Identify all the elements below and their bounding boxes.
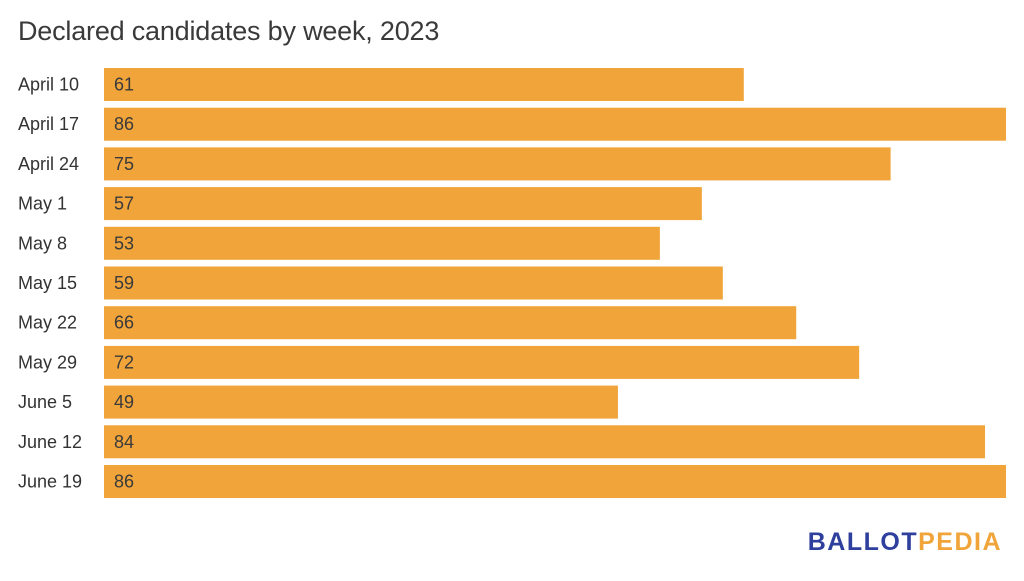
data-label: 86 bbox=[114, 114, 134, 134]
category-label: May 8 bbox=[18, 233, 67, 253]
category-label: May 1 bbox=[18, 194, 67, 214]
data-label: 75 bbox=[114, 154, 134, 174]
data-label: 59 bbox=[114, 273, 134, 293]
bar bbox=[104, 266, 723, 300]
chart-title: Declared candidates by week, 2023 bbox=[18, 16, 440, 46]
bar bbox=[104, 187, 702, 221]
category-label: June 12 bbox=[18, 432, 82, 452]
bar bbox=[104, 385, 618, 419]
category-label: May 15 bbox=[18, 273, 77, 293]
data-label: 57 bbox=[114, 194, 134, 214]
logo-pedia-text: PEDIA bbox=[918, 528, 1002, 556]
category-label: June 19 bbox=[18, 472, 82, 492]
data-label: 53 bbox=[114, 233, 134, 253]
bar bbox=[104, 68, 744, 101]
data-label: 72 bbox=[114, 352, 134, 372]
bar bbox=[104, 306, 797, 340]
category-label: June 5 bbox=[18, 392, 72, 412]
bar bbox=[104, 465, 1006, 498]
category-label: May 29 bbox=[18, 352, 77, 372]
bar bbox=[104, 425, 986, 459]
bar bbox=[104, 226, 660, 260]
bar bbox=[104, 147, 891, 181]
category-label: April 17 bbox=[18, 114, 79, 134]
data-label: 84 bbox=[114, 432, 134, 452]
data-label: 86 bbox=[114, 472, 134, 492]
bar bbox=[104, 345, 860, 379]
category-label: April 10 bbox=[18, 75, 79, 95]
data-label: 49 bbox=[114, 392, 134, 412]
logo-ballot-text: BALLOT bbox=[807, 528, 919, 556]
data-label: 61 bbox=[114, 75, 134, 95]
ballotpedia-logo: BALLOTPEDIA bbox=[808, 528, 1002, 557]
category-label: May 22 bbox=[18, 313, 77, 333]
data-label: 66 bbox=[114, 313, 134, 333]
category-label: April 24 bbox=[18, 154, 79, 174]
bar bbox=[104, 107, 1006, 141]
